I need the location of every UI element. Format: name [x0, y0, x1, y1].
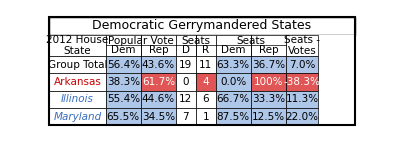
Bar [216, 56, 251, 73]
Bar [196, 56, 216, 73]
Bar [251, 35, 286, 56]
Text: 7: 7 [182, 112, 189, 122]
Text: D: D [182, 45, 190, 55]
Text: 38.3%: 38.3% [107, 77, 140, 87]
Bar [141, 91, 176, 108]
Text: 0.0%: 0.0% [220, 77, 246, 87]
Bar [251, 91, 286, 108]
Bar [141, 73, 176, 91]
Bar [196, 91, 216, 108]
Text: Dem: Dem [221, 45, 245, 55]
Text: 34.5%: 34.5% [142, 112, 175, 122]
Bar [216, 73, 251, 91]
Bar [141, 35, 176, 56]
Bar [176, 108, 196, 125]
Text: 22.0%: 22.0% [285, 112, 318, 122]
Text: Seats: Seats [181, 36, 210, 46]
Text: 100%: 100% [254, 77, 283, 87]
Text: Illinois: Illinois [61, 94, 94, 104]
Text: Seats -
Votes: Seats - Votes [284, 35, 320, 56]
Text: -38.3%: -38.3% [284, 77, 320, 87]
Bar [286, 91, 318, 108]
Text: 7.0%: 7.0% [289, 60, 315, 70]
Bar [49, 35, 355, 56]
Bar [286, 56, 318, 73]
Text: 2012 House
State: 2012 House State [46, 35, 109, 56]
Text: 87.5%: 87.5% [217, 112, 250, 122]
Bar [49, 108, 106, 125]
Bar [216, 108, 251, 125]
Text: Rep: Rep [258, 45, 278, 55]
Bar [49, 56, 106, 73]
Text: 44.6%: 44.6% [142, 94, 175, 104]
Text: 1: 1 [203, 112, 209, 122]
Text: 36.7%: 36.7% [252, 60, 285, 70]
Bar [141, 56, 176, 73]
Bar [106, 56, 141, 73]
Bar [251, 73, 286, 91]
Bar [49, 73, 106, 91]
Text: Democratic Gerrymandered States: Democratic Gerrymandered States [92, 19, 312, 32]
Text: Maryland: Maryland [53, 112, 102, 122]
Text: 65.5%: 65.5% [107, 112, 140, 122]
Text: 61.7%: 61.7% [142, 77, 175, 87]
Text: 63.3%: 63.3% [217, 60, 250, 70]
Text: 19: 19 [179, 60, 193, 70]
Text: 12.5%: 12.5% [252, 112, 285, 122]
Text: 11.3%: 11.3% [285, 94, 318, 104]
Text: Arkansas: Arkansas [54, 77, 101, 87]
Bar [196, 108, 216, 125]
Text: Seats: Seats [236, 36, 265, 46]
Text: 12: 12 [179, 94, 193, 104]
Text: 4: 4 [203, 77, 209, 87]
Bar [176, 91, 196, 108]
Bar [141, 108, 176, 125]
Text: 43.6%: 43.6% [142, 60, 175, 70]
Bar [251, 108, 286, 125]
Bar [49, 91, 106, 108]
Text: 56.4%: 56.4% [107, 60, 140, 70]
Text: 6: 6 [203, 94, 209, 104]
Bar [49, 17, 355, 35]
Bar [251, 56, 286, 73]
Bar [216, 35, 251, 56]
Bar [176, 73, 196, 91]
Text: Dem: Dem [111, 45, 136, 55]
Bar [49, 35, 106, 56]
Bar [216, 91, 251, 108]
Text: 66.7%: 66.7% [217, 94, 250, 104]
Bar [106, 108, 141, 125]
Bar [106, 73, 141, 91]
Bar [176, 35, 196, 56]
Bar [286, 35, 318, 56]
Text: 55.4%: 55.4% [107, 94, 140, 104]
Text: R: R [202, 45, 209, 55]
Text: 0: 0 [183, 77, 189, 87]
Bar [196, 73, 216, 91]
Text: Group Total: Group Total [48, 60, 107, 70]
Text: Popular Vote: Popular Vote [108, 36, 174, 46]
Bar [286, 73, 318, 91]
Text: Rep: Rep [149, 45, 168, 55]
Bar [286, 108, 318, 125]
Text: 33.3%: 33.3% [252, 94, 285, 104]
Bar [196, 35, 216, 56]
Text: 11: 11 [199, 60, 212, 70]
Bar [106, 91, 141, 108]
Bar [106, 35, 141, 56]
Bar [176, 56, 196, 73]
